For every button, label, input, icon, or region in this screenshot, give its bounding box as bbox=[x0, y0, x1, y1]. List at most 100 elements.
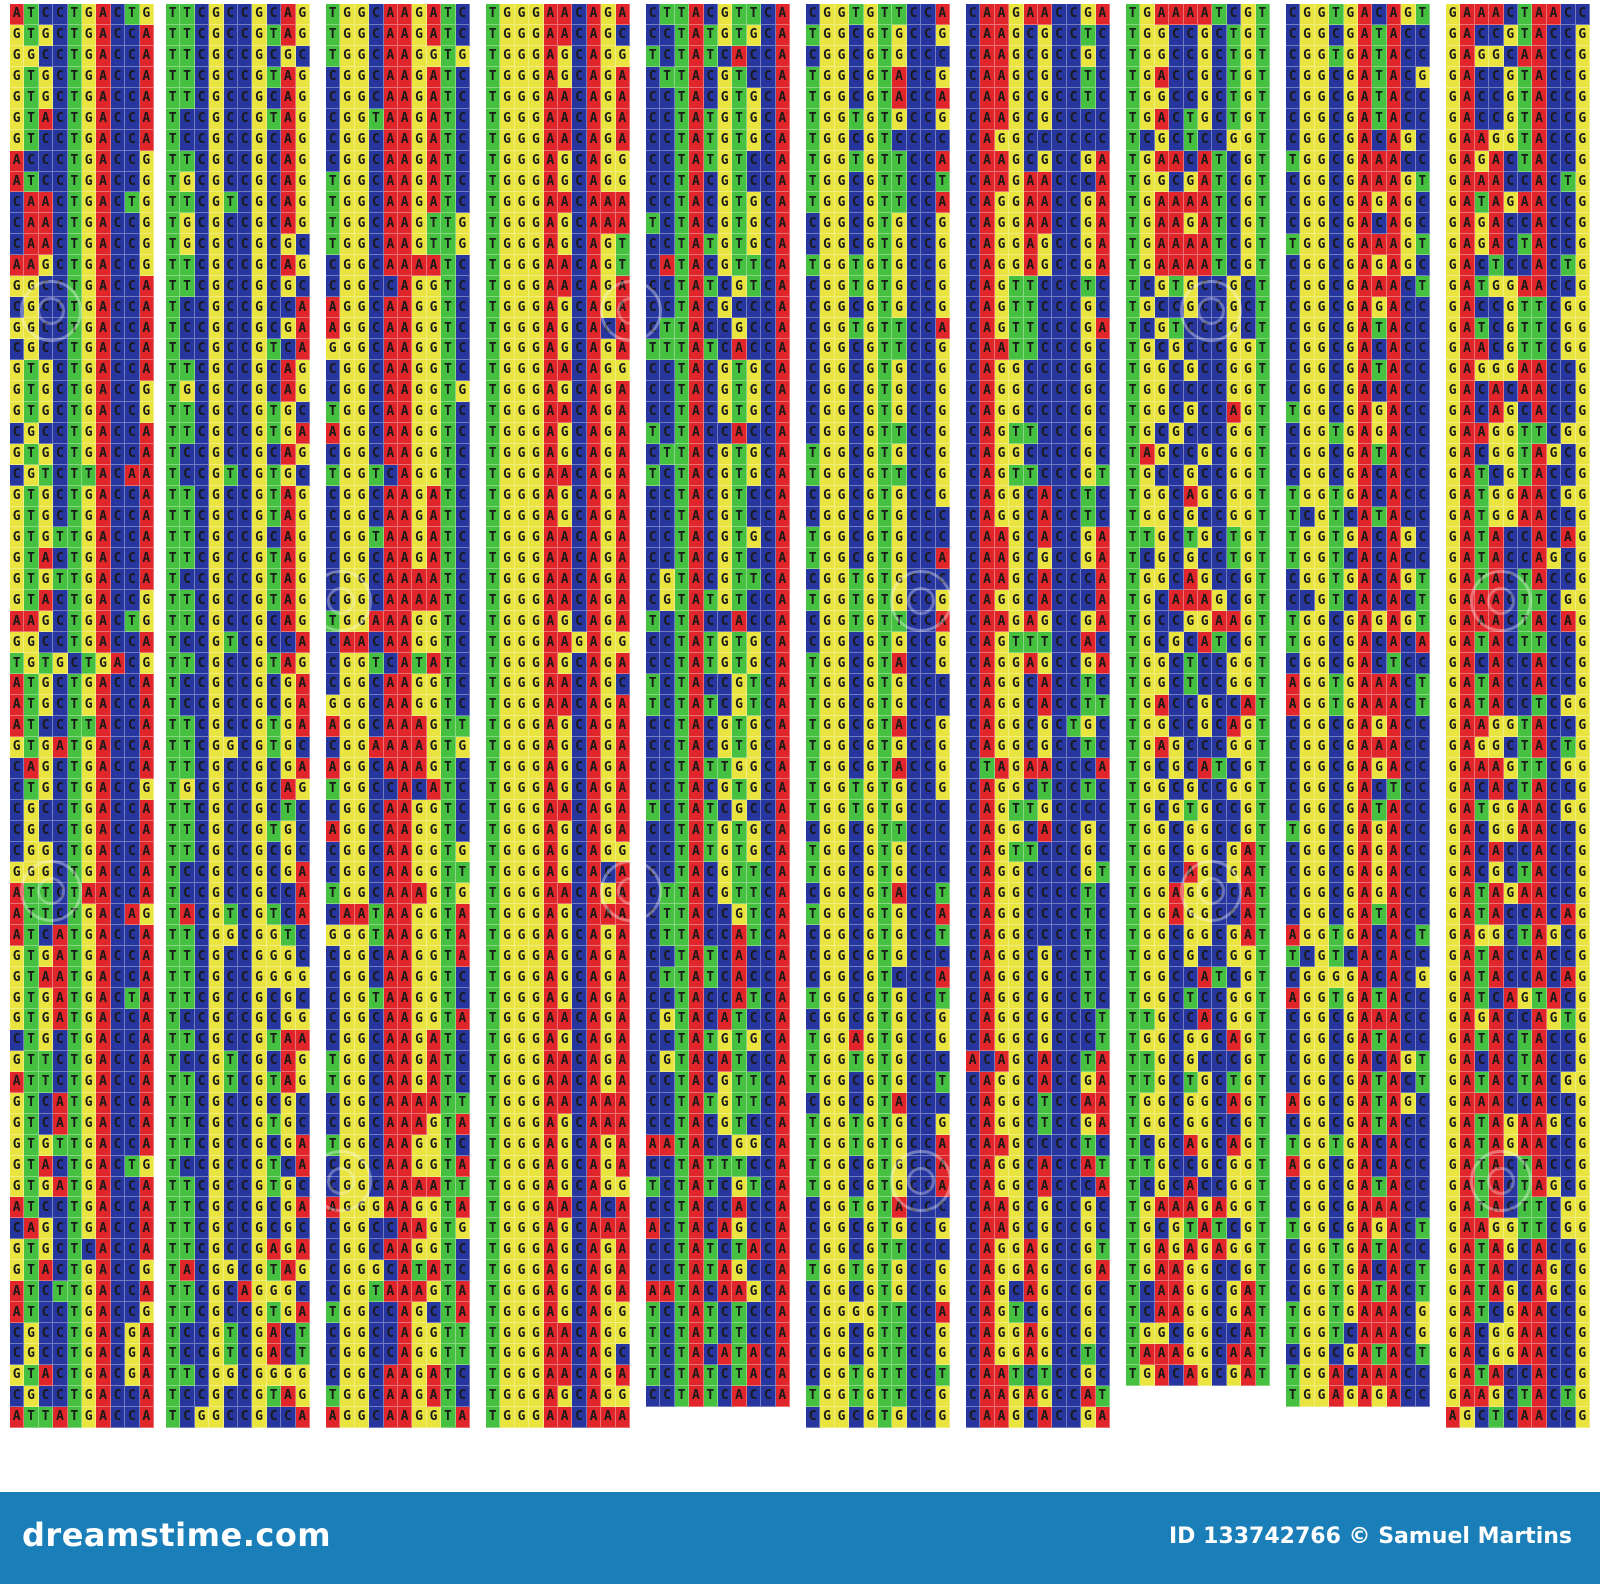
nucleotide-cell: C bbox=[125, 1134, 140, 1156]
nucleotide-cell: C bbox=[646, 150, 661, 172]
nucleotide-cell: C bbox=[266, 1197, 282, 1219]
nucleotide-cell: G bbox=[252, 1406, 267, 1428]
nucleotide-cell: G bbox=[426, 988, 442, 1009]
nucleotide-cell: C bbox=[237, 778, 253, 800]
nucleotide-cell: A bbox=[426, 1029, 442, 1051]
nucleotide-cell: G bbox=[426, 339, 442, 360]
nucleotide-cell: C bbox=[1052, 1260, 1067, 1282]
nucleotide-cell: T bbox=[166, 1113, 181, 1135]
nucleotide-cell: C bbox=[806, 506, 821, 528]
nucleotide-cell: T bbox=[1081, 904, 1096, 926]
nucleotide-cell: T bbox=[877, 108, 893, 130]
nucleotide-cell: G bbox=[38, 87, 54, 109]
nucleotide-cell: A bbox=[139, 1406, 154, 1428]
nucleotide-cell: T bbox=[24, 401, 39, 423]
nucleotide-cell: G bbox=[834, 548, 850, 570]
nucleotide-cell: A bbox=[383, 297, 398, 319]
nucleotide-cell: C bbox=[646, 1071, 661, 1093]
nucleotide-cell: C bbox=[966, 234, 981, 256]
nucleotide-cell: C bbox=[125, 590, 140, 612]
nucleotide-cell: A bbox=[96, 820, 111, 842]
nucleotide-cell: A bbox=[10, 674, 25, 695]
nucleotide-cell: T bbox=[441, 925, 456, 947]
nucleotide-cell: A bbox=[935, 318, 950, 339]
nucleotide-cell: T bbox=[441, 1260, 456, 1282]
nucleotide-cell: C bbox=[455, 1050, 470, 1072]
nucleotide-cell: C bbox=[180, 1009, 195, 1030]
nucleotide-cell: G bbox=[426, 1281, 442, 1303]
nucleotide-cell: C bbox=[110, 841, 126, 863]
nucleotide-cell: G bbox=[252, 757, 267, 779]
nucleotide-cell: A bbox=[732, 1281, 747, 1303]
nucleotide-cell: A bbox=[96, 862, 111, 884]
nucleotide-cell: G bbox=[340, 527, 355, 549]
nucleotide-cell: G bbox=[426, 380, 442, 402]
nucleotide-cell: C bbox=[892, 129, 907, 151]
nucleotide-cell: C bbox=[266, 234, 282, 256]
nucleotide-cell: T bbox=[266, 108, 282, 130]
nucleotide-cell: T bbox=[1126, 213, 1141, 235]
nucleotide-cell: C bbox=[326, 1009, 341, 1030]
nucleotide-cell: T bbox=[1095, 862, 1110, 884]
nucleotide-cell: A bbox=[96, 946, 111, 968]
nucleotide-cell: A bbox=[96, 757, 111, 779]
nucleotide-cell: G bbox=[994, 736, 1010, 758]
nucleotide-cell: C bbox=[1023, 359, 1038, 381]
nucleotide-cell: G bbox=[1009, 87, 1024, 109]
nucleotide-cell: A bbox=[412, 1176, 427, 1198]
nucleotide-cell: G bbox=[863, 1197, 878, 1219]
nucleotide-cell: G bbox=[24, 1385, 39, 1407]
nucleotide-cell: C bbox=[1197, 401, 1213, 423]
nucleotide-cell: C bbox=[660, 1029, 675, 1051]
nucleotide-cell: C bbox=[761, 45, 776, 67]
nucleotide-cell: C bbox=[281, 883, 296, 905]
nucleotide-cell: T bbox=[24, 1406, 39, 1428]
nucleotide-cell: C bbox=[1169, 297, 1184, 319]
nucleotide-cell: G bbox=[340, 1029, 355, 1051]
nucleotide-cell: C bbox=[660, 1155, 675, 1177]
nucleotide-cell: G bbox=[10, 1050, 25, 1072]
nucleotide-cell: G bbox=[601, 653, 616, 674]
nucleotide-cell: T bbox=[877, 255, 893, 277]
nucleotide-cell: C bbox=[966, 1029, 981, 1051]
nucleotide-cell: G bbox=[38, 359, 54, 381]
nucleotide-cell: A bbox=[543, 862, 558, 884]
nucleotide-cell: C bbox=[237, 485, 253, 507]
nucleotide-cell: C bbox=[906, 1260, 922, 1282]
nucleotide-cell: C bbox=[761, 1281, 776, 1303]
nucleotide-cell: C bbox=[180, 1050, 195, 1072]
nucleotide-cell: C bbox=[110, 108, 126, 130]
nucleotide-cell: A bbox=[994, 1385, 1010, 1407]
nucleotide-cell: A bbox=[397, 1113, 413, 1135]
nucleotide-cell: A bbox=[24, 611, 39, 633]
nucleotide-cell: T bbox=[441, 1364, 456, 1386]
nucleotide-cell: G bbox=[601, 1050, 616, 1072]
nucleotide-cell: C bbox=[717, 318, 733, 339]
nucleotide-cell: T bbox=[849, 150, 864, 172]
nucleotide-cell: T bbox=[24, 967, 39, 989]
nucleotide-cell: C bbox=[10, 192, 25, 214]
nucleotide-cell: C bbox=[1023, 1134, 1038, 1156]
nucleotide-cell: C bbox=[761, 1134, 776, 1156]
nucleotide-cell: G bbox=[209, 4, 224, 25]
nucleotide-cell: C bbox=[1052, 4, 1067, 25]
nucleotide-cell: G bbox=[500, 653, 515, 674]
nucleotide-cell: T bbox=[674, 1134, 690, 1156]
nucleotide-cell: A bbox=[775, 1113, 790, 1135]
nucleotide-cell: C bbox=[746, 339, 762, 360]
nucleotide-cell: G bbox=[994, 925, 1010, 947]
nucleotide-cell: G bbox=[1241, 213, 1256, 235]
nucleotide-cell: G bbox=[354, 757, 370, 779]
nucleotide-cell: G bbox=[209, 736, 224, 758]
nucleotide-cell: C bbox=[237, 506, 253, 528]
nucleotide-cell: G bbox=[994, 255, 1010, 277]
nucleotide-cell: G bbox=[1009, 527, 1024, 549]
nucleotide-cell: A bbox=[689, 715, 704, 737]
nucleotide-cell: G bbox=[10, 276, 25, 298]
nucleotide-cell: G bbox=[81, 820, 97, 842]
nucleotide-cell: G bbox=[834, 380, 850, 402]
nucleotide-cell: G bbox=[529, 674, 544, 695]
nucleotide-cell: G bbox=[500, 318, 515, 339]
nucleotide-cell: C bbox=[266, 297, 282, 319]
nucleotide-cell: G bbox=[1037, 653, 1053, 674]
